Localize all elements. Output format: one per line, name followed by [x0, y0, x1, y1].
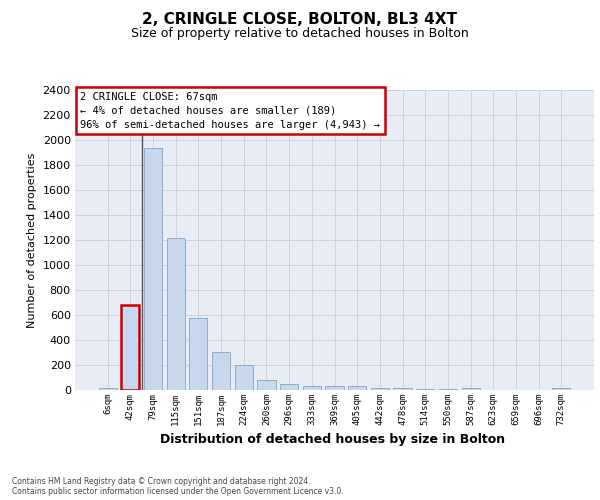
Bar	[280, 384, 298, 390]
Text: 2, CRINGLE CLOSE, BOLTON, BL3 4XT: 2, CRINGLE CLOSE, BOLTON, BL3 4XT	[143, 12, 458, 28]
Bar	[212, 352, 230, 390]
Y-axis label: Number of detached properties: Number of detached properties	[27, 152, 37, 328]
Bar	[303, 386, 321, 390]
Bar	[144, 148, 162, 390]
Bar	[461, 388, 479, 390]
Text: Distribution of detached houses by size in Bolton: Distribution of detached houses by size …	[160, 432, 506, 446]
Bar	[257, 380, 275, 390]
Bar	[235, 365, 253, 390]
Bar	[167, 238, 185, 390]
Text: 2 CRINGLE CLOSE: 67sqm
← 4% of detached houses are smaller (189)
96% of semi-det: 2 CRINGLE CLOSE: 67sqm ← 4% of detached …	[80, 92, 380, 130]
Bar	[552, 388, 571, 390]
Bar	[98, 388, 117, 390]
Bar	[394, 388, 412, 390]
Bar	[371, 388, 389, 390]
Bar	[121, 305, 139, 390]
Text: Size of property relative to detached houses in Bolton: Size of property relative to detached ho…	[131, 28, 469, 40]
Bar	[325, 386, 344, 390]
Bar	[190, 318, 208, 390]
Bar	[348, 386, 366, 390]
Text: Contains HM Land Registry data © Crown copyright and database right 2024.
Contai: Contains HM Land Registry data © Crown c…	[12, 476, 344, 496]
